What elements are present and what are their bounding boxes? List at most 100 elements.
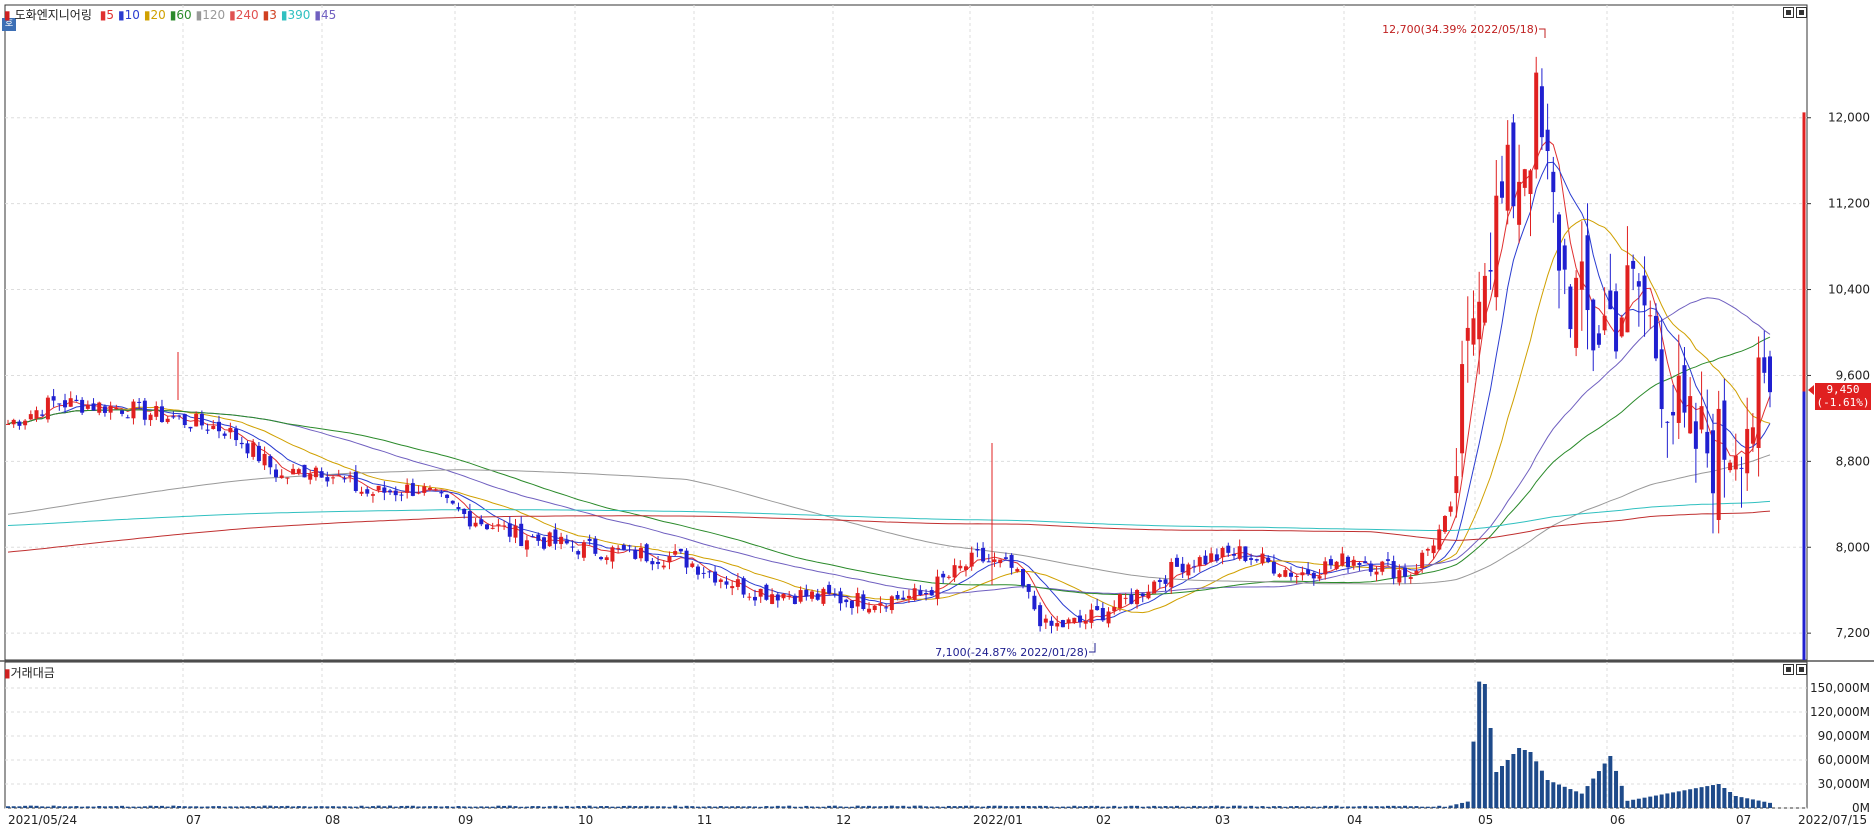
- candle-body: [1351, 559, 1356, 566]
- volume-bar: [1699, 787, 1704, 808]
- candle-body: [1346, 556, 1351, 568]
- volume-bar: [1448, 805, 1453, 808]
- volume-bar: [1397, 806, 1402, 808]
- price-type-badge[interactable]: 호: [2, 18, 16, 31]
- volume-bar: [1551, 782, 1556, 808]
- candle-body: [1283, 570, 1288, 577]
- candle-body: [1477, 301, 1482, 340]
- volume-bar: [986, 805, 991, 808]
- volume-bar: [1231, 805, 1236, 808]
- volume-bar: [1437, 805, 1442, 808]
- candle-body: [621, 544, 626, 550]
- candle-body: [958, 565, 963, 569]
- candle-body: [644, 544, 649, 562]
- candle-body: [1323, 561, 1328, 575]
- volume-panel-maximize-icon[interactable]: [1783, 664, 1794, 675]
- candle-body: [855, 593, 860, 607]
- volume-bar: [251, 806, 256, 808]
- x-tick-label: 2022/07/15: [1798, 813, 1867, 827]
- volume-bar: [992, 805, 997, 808]
- y-tick-label: 8,000: [1836, 540, 1870, 554]
- candle-body: [410, 483, 415, 496]
- volume-bar: [416, 806, 421, 808]
- volume-bar: [165, 806, 170, 808]
- volume-bar: [1015, 806, 1020, 808]
- volume-bar: [616, 806, 621, 808]
- volume-bar: [427, 806, 432, 808]
- candle-body: [325, 477, 330, 482]
- candle-body: [1055, 623, 1060, 627]
- candle-body: [279, 475, 284, 479]
- candle-body: [234, 428, 239, 441]
- volume-bar: [114, 806, 119, 808]
- volume-bar: [1522, 750, 1527, 808]
- volume-bar: [1665, 793, 1670, 808]
- candle-body: [1420, 552, 1425, 569]
- volume-bar: [23, 805, 28, 808]
- candle-body: [1534, 72, 1539, 170]
- volume-bar: [405, 805, 410, 808]
- volume-bar: [256, 806, 261, 808]
- volume-bar: [901, 805, 906, 808]
- candle-body: [51, 396, 56, 401]
- candle-body: [245, 443, 250, 454]
- candle-body: [1300, 572, 1305, 576]
- volume-bar: [524, 806, 529, 808]
- volume-tick-label: 90,000M: [1818, 729, 1870, 743]
- candle-body: [1368, 563, 1373, 572]
- candle-body: [154, 406, 159, 417]
- volume-bar: [1385, 805, 1390, 808]
- volume-bar: [1460, 802, 1465, 808]
- candle-body: [1328, 559, 1333, 566]
- candle-body: [399, 494, 404, 496]
- volume-bar: [718, 806, 723, 808]
- candle-body: [1648, 315, 1653, 317]
- volume-bar: [1728, 792, 1733, 808]
- candle-body: [405, 484, 410, 493]
- price-panel-maximize-icon[interactable]: [1783, 7, 1794, 18]
- candle-body: [1243, 546, 1248, 561]
- volume-bar: [1038, 805, 1043, 808]
- candle-body: [1716, 408, 1721, 520]
- volume-bar: [1619, 785, 1624, 808]
- volume-bar: [1328, 806, 1333, 808]
- candle-body: [901, 597, 906, 600]
- volume-bar: [1277, 806, 1282, 808]
- candle-body: [171, 416, 176, 418]
- candle-body: [1437, 529, 1442, 550]
- volume-bar: [564, 805, 569, 808]
- volume-bar: [313, 806, 318, 808]
- volume-bar: [388, 805, 393, 808]
- candle-body: [986, 561, 991, 563]
- price-panel-close-icon[interactable]: [1796, 7, 1807, 18]
- candle-body: [1220, 547, 1225, 558]
- candle-body: [992, 559, 997, 562]
- candle-body: [941, 573, 946, 578]
- low-annotation-arrow: [1089, 643, 1096, 653]
- volume-bar: [1266, 806, 1271, 808]
- candle-body: [924, 592, 929, 594]
- candle-body: [764, 584, 769, 600]
- volume-bar: [205, 806, 210, 808]
- volume-bar: [1471, 741, 1476, 808]
- candle-body: [1340, 553, 1345, 566]
- candle-body: [1026, 584, 1031, 592]
- volume-bar: [1289, 806, 1294, 808]
- volume-bar: [353, 806, 358, 808]
- volume-bar: [1209, 805, 1214, 808]
- candle-body: [576, 551, 581, 555]
- candle-body: [1488, 269, 1493, 272]
- volume-bar: [1454, 804, 1459, 808]
- volume-bar: [981, 806, 986, 808]
- volume-bar: [798, 806, 803, 808]
- volume-panel-close-icon[interactable]: [1796, 664, 1807, 675]
- volume-bar: [445, 806, 450, 808]
- volume-bar: [1756, 800, 1761, 808]
- candle-body: [1585, 235, 1590, 311]
- volume-bar: [1408, 806, 1413, 808]
- volume-bar: [1693, 788, 1698, 808]
- candle-body: [1214, 554, 1219, 561]
- volume-bar: [513, 806, 518, 808]
- candle-body: [1306, 569, 1311, 575]
- candle-body: [120, 410, 125, 414]
